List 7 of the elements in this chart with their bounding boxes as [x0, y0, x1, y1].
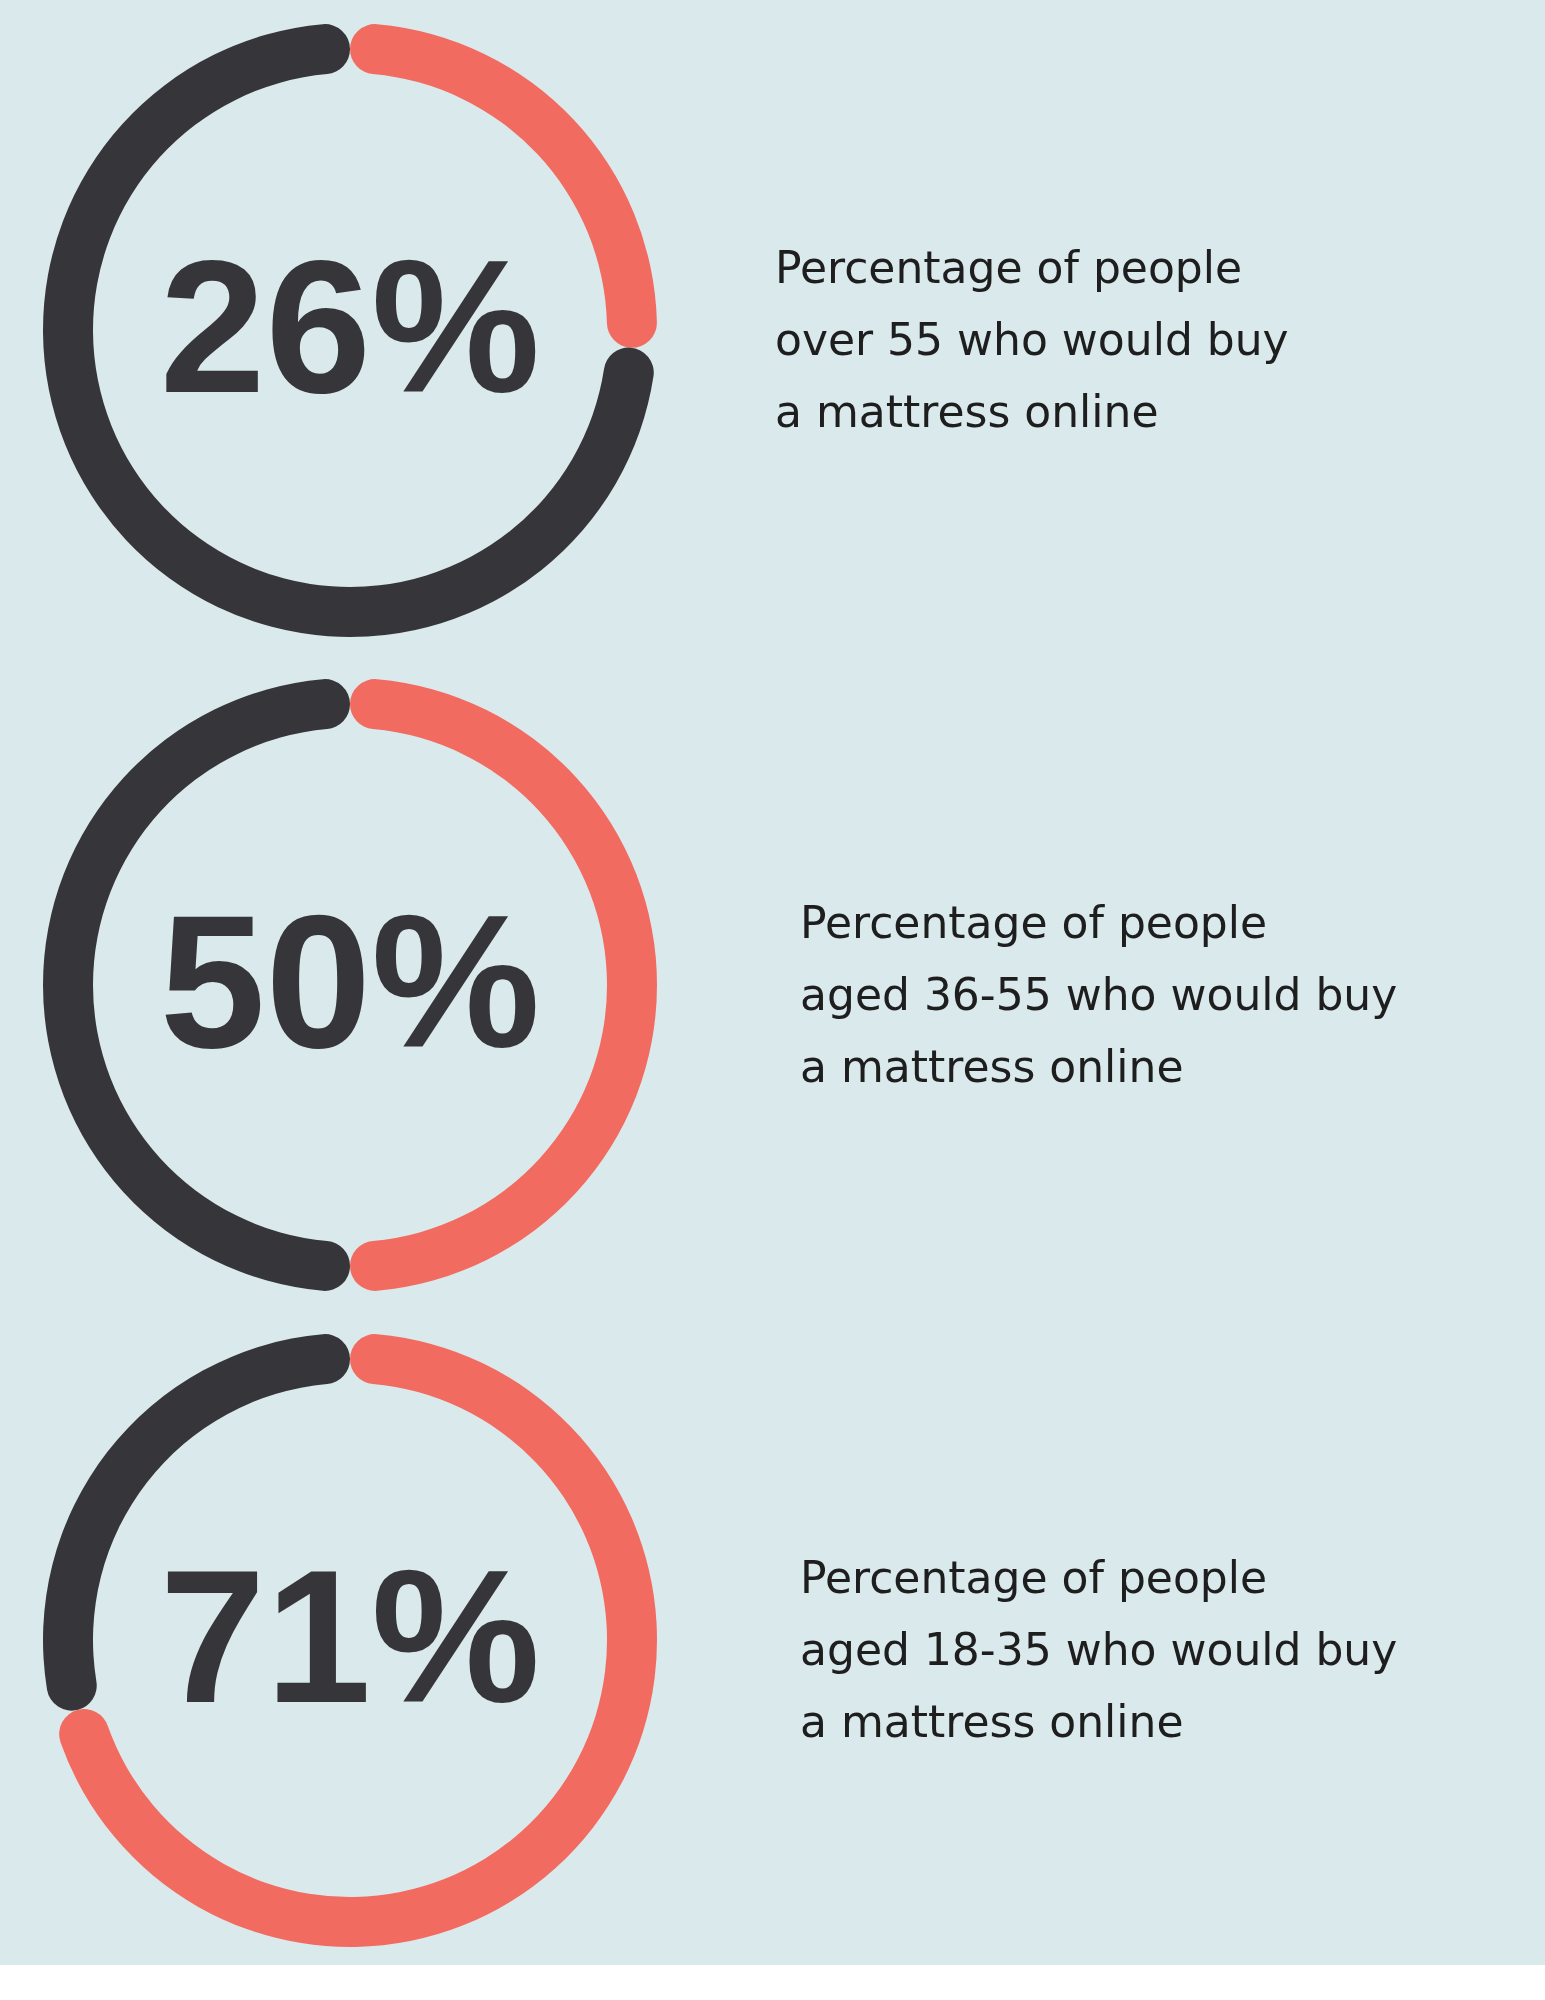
data-label: 71%: [159, 1530, 541, 1742]
text: Percentage of people over 55 who would buy a mattress online: [775, 242, 1289, 437]
text: Percentage of people aged 18-35 who would buy a mattress online: [800, 1552, 1398, 1747]
text: Percentage of people aged 36-55 who would buy a mattress online: [800, 897, 1398, 1092]
data-label: 26%: [159, 220, 541, 432]
donut-slice: [43, 24, 654, 637]
data-label: 50%: [159, 875, 541, 1087]
